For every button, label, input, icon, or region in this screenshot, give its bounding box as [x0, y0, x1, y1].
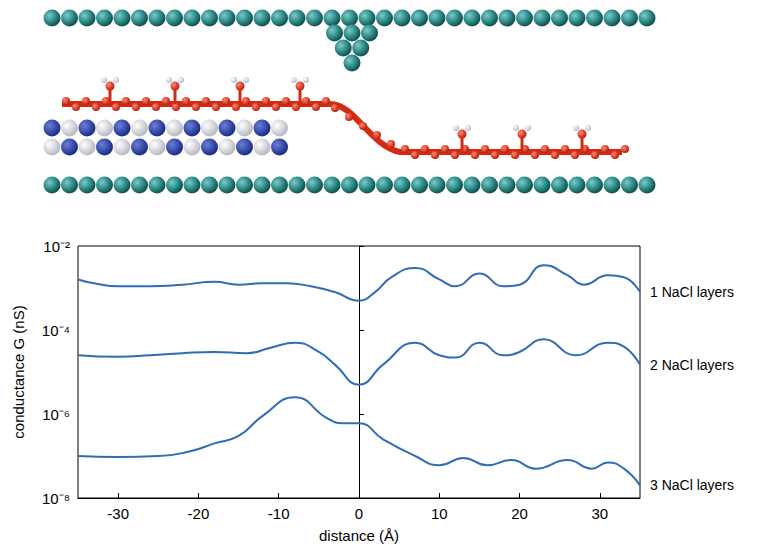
svg-text:2 NaCl layers: 2 NaCl layers	[650, 357, 734, 373]
svg-text:10: 10	[431, 505, 448, 522]
svg-text:20: 20	[511, 505, 528, 522]
svg-text:-10: -10	[268, 505, 290, 522]
svg-text:0: 0	[355, 505, 363, 522]
svg-text:10⁻²: 10⁻²	[43, 238, 70, 255]
svg-text:10⁻⁶: 10⁻⁶	[42, 406, 70, 423]
svg-text:30: 30	[592, 505, 609, 522]
svg-text:10⁻⁸: 10⁻⁸	[42, 490, 70, 507]
svg-text:conductance G (nS): conductance G (nS)	[10, 305, 27, 438]
svg-text:distance (Å): distance (Å)	[319, 527, 399, 544]
svg-text:-20: -20	[188, 505, 210, 522]
svg-text:10⁻⁴: 10⁻⁴	[42, 322, 70, 339]
svg-text:1 NaCl layers: 1 NaCl layers	[650, 284, 734, 300]
svg-text:-30: -30	[107, 505, 129, 522]
svg-text:3 NaCl layers: 3 NaCl layers	[650, 477, 734, 493]
